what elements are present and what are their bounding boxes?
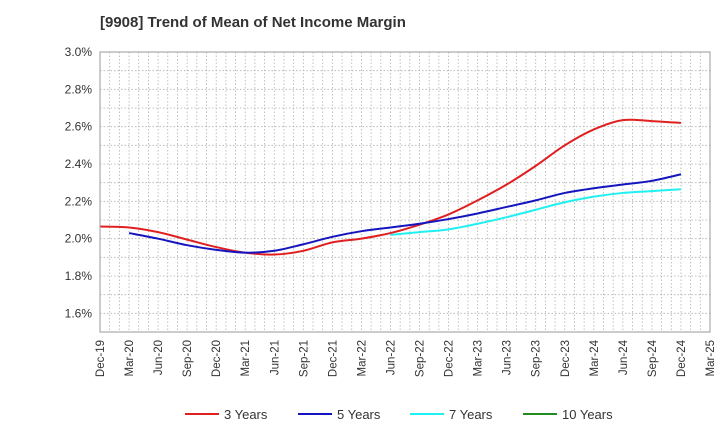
x-tick-label: Dec-19 xyxy=(95,340,107,377)
legend: 3 Years 5 Years 7 Years 10 Years xyxy=(185,407,613,422)
y-tick-label: 2.6% xyxy=(65,120,93,134)
x-tick-label: Jun-23 xyxy=(502,340,514,375)
legend-label-10-years: 10 Years xyxy=(562,407,613,422)
x-tick-label: Jun-21 xyxy=(269,340,281,375)
series-line-5-years xyxy=(128,173,682,254)
x-tick-label: Dec-20 xyxy=(211,340,223,377)
x-tick-label: Jun-22 xyxy=(385,340,397,375)
series-line-7-years xyxy=(390,188,682,236)
x-tick-label: Mar-25 xyxy=(705,340,717,376)
x-tick-label: Mar-21 xyxy=(240,340,252,376)
grid xyxy=(100,52,710,332)
x-tick-label: Sep-23 xyxy=(531,340,543,377)
chart-title: [9908] Trend of Mean of Net Income Margi… xyxy=(100,14,406,31)
x-tick-label: Dec-22 xyxy=(444,340,456,377)
x-tick-label: Sep-22 xyxy=(415,340,427,377)
x-tick-label: Mar-20 xyxy=(124,340,136,376)
x-tick-label: Mar-24 xyxy=(589,339,601,376)
x-tick-label: Sep-21 xyxy=(298,340,310,377)
plot-frame xyxy=(99,51,711,333)
x-tick-label: Sep-20 xyxy=(182,340,194,377)
series-line-3-years xyxy=(99,118,682,256)
y-tick-label: 2.2% xyxy=(65,194,93,208)
y-tick-label: 3.0% xyxy=(65,45,93,59)
x-tick-label: Jun-20 xyxy=(153,340,165,375)
x-axis: Dec-19 Mar-20 Jun-20 Sep-20 Dec-20 Mar-21 Jun-… xyxy=(95,339,717,377)
y-axis: 1.6% 1.8% 2.0% 2.2% 2.4% 2.6% 2.8% 3.0% xyxy=(65,45,93,320)
x-tick-label: Dec-24 xyxy=(676,339,688,377)
y-tick-label: 1.6% xyxy=(65,306,93,320)
x-tick-label: Mar-23 xyxy=(473,340,485,376)
legend-label-3-years: 3 Years xyxy=(224,407,268,422)
y-tick-label: 2.0% xyxy=(65,232,93,246)
x-tick-label: Sep-24 xyxy=(647,339,659,377)
legend-label-5-years: 5 Years xyxy=(337,407,381,422)
series-group xyxy=(99,118,682,256)
y-tick-label: 2.4% xyxy=(65,157,93,171)
x-tick-label: Dec-21 xyxy=(327,340,339,377)
x-tick-label: Mar-22 xyxy=(356,340,368,376)
y-tick-label: 2.8% xyxy=(65,82,93,96)
x-tick-label: Dec-23 xyxy=(560,340,572,377)
y-tick-label: 1.8% xyxy=(65,269,93,283)
x-tick-label: Jun-24 xyxy=(618,339,630,375)
legend-label-7-years: 7 Years xyxy=(449,407,493,422)
